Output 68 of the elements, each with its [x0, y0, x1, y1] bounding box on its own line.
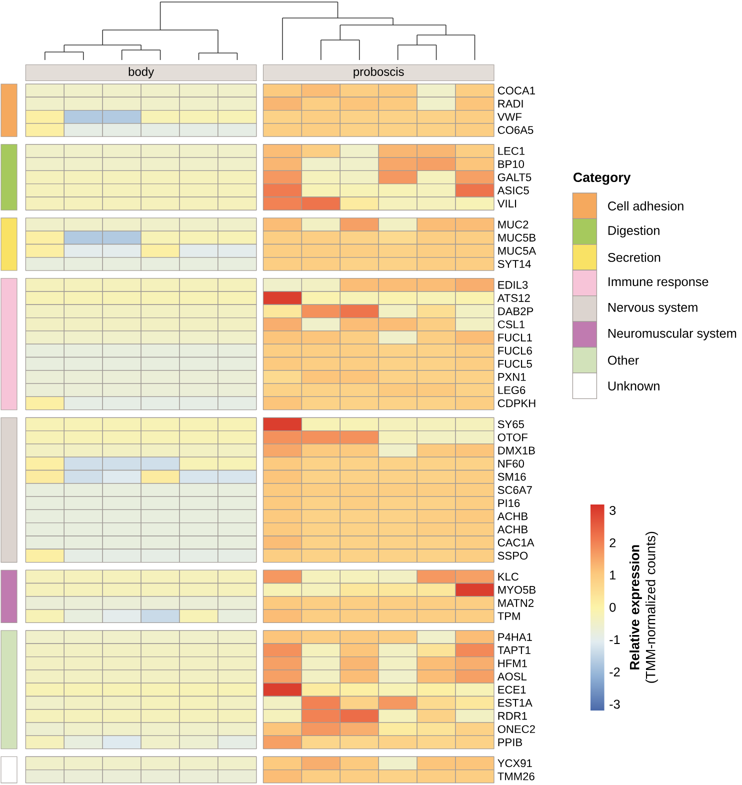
category-label: Immune response: [608, 277, 708, 289]
color-bar-title: Relative expression (TMM-normalized counts): [630, 532, 658, 683]
text: body: [128, 67, 154, 78]
y-tick-label: COCA1: [498, 86, 535, 94]
color-bar-label: 1: [610, 570, 616, 580]
y-tick-label: ONEC2: [498, 725, 535, 734]
y-tick-label: PI16: [498, 499, 520, 508]
y-tick-label: TMM26: [498, 772, 534, 780]
y-tick-label: FUCL6: [498, 346, 532, 355]
y-tick-label: VWF: [497, 113, 522, 121]
y-tick-label: MYO5B: [498, 586, 536, 594]
color-bar-label: 0: [610, 602, 616, 612]
y-tick-label: FUCL1: [498, 334, 532, 342]
y-tick-label: YCX91: [498, 759, 532, 768]
y-tick-label: MUC5B: [498, 234, 536, 242]
category-label: Digestion: [608, 226, 660, 238]
y-tick-label: HFM1: [498, 660, 527, 668]
y-tick-label: TAPT1: [498, 646, 530, 654]
y-tick-label: OTOF: [498, 433, 528, 442]
y-tick-label: DAB2P: [498, 307, 534, 316]
y-tick-label: SC6A7: [498, 486, 532, 494]
color-bar-label: -3: [610, 700, 620, 709]
y-tick-label: NF60: [498, 460, 524, 468]
y-tick-label: LEG6: [498, 386, 526, 394]
y-tick-label: SYT14: [498, 260, 531, 268]
category-label: Secretion: [608, 252, 660, 262]
y-tick-label: CAC1A: [498, 538, 534, 546]
y-tick-label: ATS12: [497, 294, 530, 302]
y-tick-label: SY65: [498, 420, 524, 428]
y-tick-label: KLC: [498, 572, 518, 581]
color-bar-label: -1: [610, 635, 620, 644]
y-tick-label: PXN1: [498, 373, 526, 381]
y-tick-label: MATN2: [498, 599, 534, 607]
text: proboscis: [354, 67, 404, 78]
color-bar-label: 3: [610, 506, 616, 515]
y-tick-label: RDR1: [498, 712, 527, 720]
category-label: Cell adhesion: [608, 201, 684, 211]
y-tick-label: ECE1: [498, 686, 526, 694]
y-tick-label: LEC1: [498, 147, 525, 155]
y-tick-label: CSL1: [498, 320, 525, 328]
y-tick-label: VILI: [497, 200, 516, 208]
y-tick-label: RADI: [498, 100, 523, 108]
legend-title: Category: [574, 172, 631, 185]
y-tick-label: P4HA1: [498, 633, 532, 641]
category-label: Unknown: [608, 381, 660, 390]
y-tick-label: EDIL3: [498, 281, 528, 289]
color-bar-label: 2: [610, 538, 616, 548]
y-tick-label: FUCL5: [498, 360, 532, 368]
y-tick-label: TPM: [498, 612, 520, 620]
y-tick-label: EST1A: [498, 698, 532, 707]
y-tick-label: ACHB: [497, 526, 528, 534]
y-tick-label: AOSL: [497, 672, 527, 680]
y-tick-label: SM16: [498, 472, 526, 481]
y-tick-label: ACHB: [497, 512, 528, 520]
y-tick-label: MUC5A: [498, 246, 536, 255]
color-bar-label: -2: [610, 668, 620, 676]
category-label: Neuromuscular system: [608, 328, 736, 340]
y-tick-label: PPIB: [498, 738, 522, 746]
y-tick-label: CO6A5: [498, 126, 534, 134]
y-tick-label: BP10: [498, 160, 524, 168]
y-tick-label: ASIC5: [497, 186, 529, 194]
y-tick-label: SSPO: [498, 552, 528, 560]
y-tick-label: GALT5: [498, 173, 532, 182]
y-tick-label: MUC2: [498, 220, 528, 228]
y-tick-label: DMX1B: [498, 446, 535, 454]
category-label: Other: [608, 355, 639, 365]
category-label: Nervous system: [608, 303, 698, 314]
y-tick-label: CDPKH: [498, 399, 536, 408]
